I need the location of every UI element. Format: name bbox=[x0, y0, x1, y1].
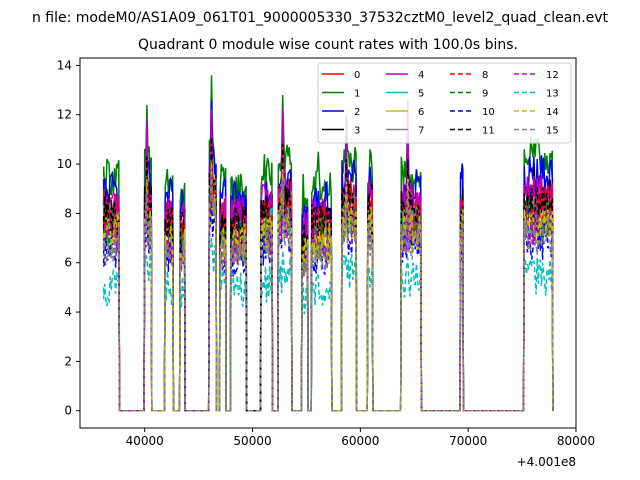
y-tick-label: 14 bbox=[57, 58, 72, 72]
legend-label-7: 7 bbox=[418, 126, 424, 137]
series-line-15 bbox=[102, 173, 554, 412]
legend-label-3: 3 bbox=[354, 126, 360, 137]
series-line-11 bbox=[102, 136, 554, 412]
y-tick-label: 2 bbox=[64, 354, 72, 368]
series-line-14 bbox=[102, 161, 554, 412]
legend-label-1: 1 bbox=[354, 89, 360, 100]
x-axis: 40000 50000 60000 70000 80000 bbox=[126, 428, 595, 448]
y-tick-label: 10 bbox=[57, 157, 72, 171]
y-tick-label: 4 bbox=[64, 305, 72, 319]
legend-label-10: 10 bbox=[482, 107, 495, 118]
axes-frame bbox=[79, 57, 577, 429]
y-tick-label: 6 bbox=[64, 256, 72, 270]
legend-label-11: 11 bbox=[482, 126, 495, 137]
x-tick-label: 60000 bbox=[341, 434, 379, 448]
series-line-5 bbox=[102, 154, 554, 412]
x-tick-label: 80000 bbox=[557, 434, 595, 448]
legend-box bbox=[317, 62, 572, 144]
x-tick-label: 50000 bbox=[233, 434, 271, 448]
figure-suptitle: n file: modeM0/AS1A09_061T01_9000005330_… bbox=[32, 10, 609, 26]
legend-label-6: 6 bbox=[418, 107, 424, 118]
legend-label-15: 15 bbox=[546, 126, 559, 137]
y-tick-label: 8 bbox=[64, 206, 72, 220]
x-tick-label: 70000 bbox=[449, 434, 487, 448]
y-tick-label: 12 bbox=[57, 108, 72, 122]
chart-title: Quadrant 0 module wise count rates with … bbox=[138, 37, 518, 53]
legend-label-8: 8 bbox=[482, 70, 488, 81]
legend-label-13: 13 bbox=[546, 89, 559, 100]
series-line-3 bbox=[102, 124, 554, 412]
legend-label-9: 9 bbox=[482, 89, 488, 100]
x-tick-label: 40000 bbox=[126, 434, 164, 448]
legend-label-4: 4 bbox=[418, 70, 424, 81]
series-line-12 bbox=[102, 164, 554, 412]
legend-label-14: 14 bbox=[546, 107, 559, 118]
x-axis-offset-label: +4.001e8 bbox=[517, 455, 576, 469]
legend-label-5: 5 bbox=[418, 89, 424, 100]
series-line-0 bbox=[102, 131, 554, 412]
legend-label-2: 2 bbox=[354, 107, 360, 118]
y-axis: 0 2 4 6 8 10 12 14 bbox=[57, 58, 80, 418]
plot-area bbox=[102, 75, 554, 412]
legend-label-0: 0 bbox=[354, 70, 360, 81]
y-tick-label: 0 bbox=[64, 404, 72, 418]
legend-label-12: 12 bbox=[546, 70, 559, 81]
